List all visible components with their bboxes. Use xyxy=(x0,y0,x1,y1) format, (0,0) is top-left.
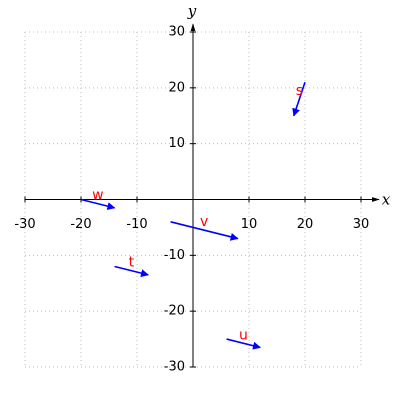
x-tick-label: -10 xyxy=(126,217,147,232)
y-tick-label: 20 xyxy=(168,80,185,95)
x-axis-label: x xyxy=(382,191,391,209)
vector-label: u xyxy=(239,327,248,343)
vector-arrow xyxy=(170,221,239,241)
axes xyxy=(24,23,380,368)
vector-label: v xyxy=(200,214,208,230)
x-tick-label: 20 xyxy=(297,217,314,232)
vector-label: t xyxy=(129,255,135,271)
vector-label: s xyxy=(296,83,303,99)
y-tick-label: 30 xyxy=(168,25,185,40)
y-tick-label: 10 xyxy=(168,136,185,151)
y-tick-label: -20 xyxy=(164,304,185,319)
x-tick-label: 30 xyxy=(353,217,370,232)
vector-arrow xyxy=(292,81,306,117)
x-tick-label: 10 xyxy=(241,217,258,232)
vector-label: w xyxy=(92,188,103,204)
vector-arrow xyxy=(114,265,149,278)
x-tick-label: -30 xyxy=(14,217,35,232)
vector-arrow xyxy=(80,198,116,211)
y-axis-label: y xyxy=(187,2,197,20)
x-tick-label: -20 xyxy=(70,217,91,232)
vector-arrow xyxy=(226,338,261,350)
y-tick-label: -10 xyxy=(164,248,185,263)
y-tick-label: -30 xyxy=(164,360,185,375)
